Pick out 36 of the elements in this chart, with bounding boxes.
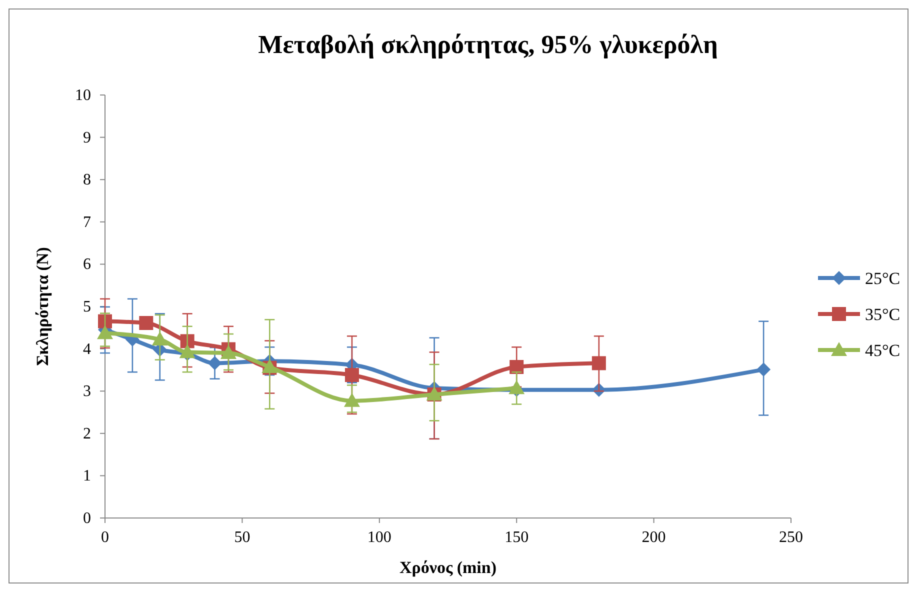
- y-tick-label: 8: [83, 172, 91, 189]
- point: [152, 331, 168, 346]
- point: [179, 344, 196, 358]
- point: [208, 356, 222, 370]
- legend-label: 35°C: [865, 305, 900, 324]
- y-tick-label: 2: [83, 425, 91, 442]
- y-tick-label: 4: [83, 340, 91, 358]
- legend-label: 25°C: [865, 269, 900, 288]
- chart-title: Μεταβολή σκληρότητας, 95% γλυκερόλη: [258, 30, 718, 59]
- y-tick-label: 5: [83, 298, 91, 316]
- x-tick-label: 150: [504, 529, 529, 546]
- point: [756, 362, 771, 377]
- point: [508, 380, 525, 394]
- y-axis-title: Σκληρότητα (N): [33, 247, 52, 366]
- y-tick-label: 10: [75, 87, 91, 104]
- legend-label: 45°C: [865, 341, 900, 360]
- y-tick-label: 9: [83, 129, 91, 146]
- x-tick-label: 200: [642, 529, 666, 546]
- y-tick-label: 1: [83, 468, 91, 485]
- x-tick-label: 250: [779, 529, 803, 546]
- point: [98, 314, 112, 328]
- x-tick-label: 50: [234, 529, 250, 546]
- point: [344, 392, 360, 407]
- y-tick-label: 6: [83, 256, 91, 274]
- point: [592, 356, 606, 370]
- y-tick-label: 7: [83, 214, 91, 231]
- point: [510, 360, 524, 374]
- y-tick-label: 3: [83, 383, 91, 400]
- y-tick-label: 0: [83, 510, 91, 527]
- point: [97, 325, 113, 340]
- point: [139, 316, 154, 330]
- x-tick-label: 100: [367, 529, 392, 546]
- point: [344, 368, 359, 382]
- point: [220, 345, 236, 360]
- x-axis-title: Χρόνος (min): [399, 558, 497, 577]
- x-tick-label: 0: [101, 529, 109, 546]
